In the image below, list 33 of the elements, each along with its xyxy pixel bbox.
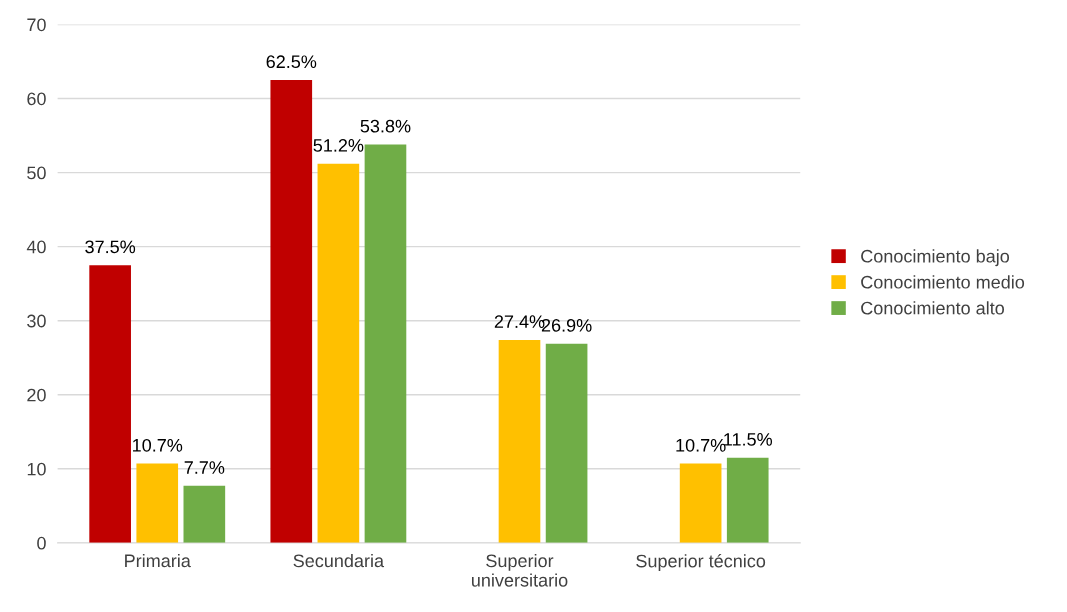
y-tick-label: 40 — [26, 240, 46, 254]
data-label: 53.8% — [360, 119, 411, 133]
legend-label: Conocimiento medio — [861, 275, 1025, 289]
y-tick-label: 0 — [37, 536, 46, 550]
bar — [545, 343, 588, 543]
bar — [498, 339, 541, 543]
y-tick-label: 50 — [27, 166, 46, 180]
bar — [726, 457, 769, 543]
data-label: 51.2% — [313, 139, 364, 152]
bar — [364, 144, 407, 543]
legend-label: Conocimiento alto — [861, 301, 1005, 315]
y-tick-label: 20 — [27, 388, 46, 402]
data-label: 10.7% — [676, 438, 726, 452]
y-tick-label: 10 — [27, 462, 46, 476]
data-label: 7.7% — [184, 461, 225, 474]
y-tick-label: 70 — [27, 18, 46, 32]
bar — [270, 80, 313, 543]
x-tick-label: Superior técnico — [636, 553, 766, 571]
x-tick-label: Superior universitario — [472, 553, 568, 587]
data-label: 62.5% — [266, 55, 317, 69]
bar — [183, 485, 226, 543]
y-tick-label: 30 — [27, 314, 46, 328]
bar — [89, 265, 131, 543]
data-label: 11.5% — [724, 433, 773, 446]
legend-label: Conocimiento bajo — [861, 249, 1010, 267]
x-tick-label: Primaria — [125, 553, 191, 568]
bar — [679, 463, 722, 543]
bar — [136, 463, 179, 543]
data-label: 37.5% — [85, 240, 136, 254]
x-tick-label: Secundaria — [293, 553, 385, 568]
y-tick-label: 60 — [27, 92, 46, 106]
data-label: 10.7% — [133, 438, 183, 452]
bar — [317, 163, 360, 543]
